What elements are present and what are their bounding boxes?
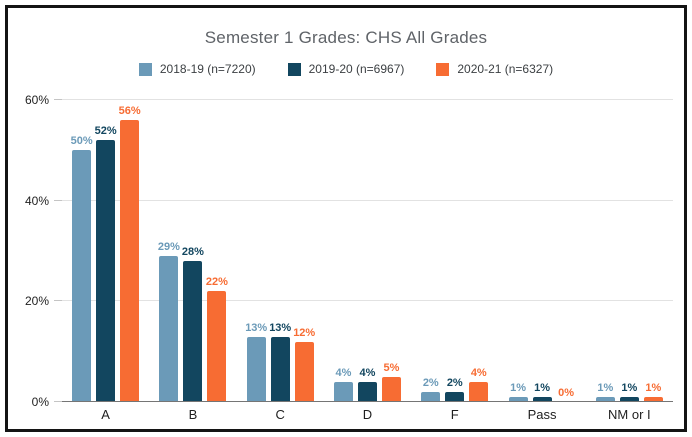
gridline <box>62 199 673 201</box>
y-tick-label: 40% <box>24 193 49 208</box>
bar-value-label: 50% <box>70 135 93 148</box>
bar-value-label: 2% <box>422 376 439 389</box>
x-tick-label: D <box>362 407 373 422</box>
bar-group-a: 50% 52% 56% <box>62 100 149 402</box>
bar: 56% <box>119 105 141 402</box>
x-tick-label: B <box>188 407 198 422</box>
bar-value-label: 22% <box>205 276 228 289</box>
legend-label: 2020-21 (n=6327) <box>457 62 554 76</box>
bar-value-label: 13% <box>269 321 292 334</box>
bar-value-label: 0% <box>558 387 574 399</box>
bar: 22% <box>206 276 228 402</box>
bar-value-label: 29% <box>157 241 180 254</box>
legend-swatch-icon <box>436 62 450 76</box>
bar: 1% <box>508 382 528 402</box>
bar: 4% <box>469 367 489 402</box>
chart-frame: Semester 1 Grades: CHS All Grades 2018-1… <box>5 5 687 432</box>
bar-group-pass: 1% 1% 0% <box>498 100 585 402</box>
bar-value-label: 52% <box>94 125 117 138</box>
y-tick-label: 20% <box>24 294 49 309</box>
bar-value-label: 4% <box>335 366 352 379</box>
bar-group-nm-or-i: 1% 1% 1% <box>586 100 673 402</box>
bar: 4% <box>357 367 377 402</box>
bar-value-label: 56% <box>118 105 141 118</box>
y-tick-mark <box>54 99 62 100</box>
axis-baseline <box>62 401 673 402</box>
y-tick-mark <box>54 199 62 201</box>
bar: 50% <box>71 135 93 402</box>
bar-group-d: 4% 4% 5% <box>324 100 411 402</box>
bar: 4% <box>333 367 353 402</box>
legend-item: 2020-21 (n=6327) <box>436 62 553 76</box>
bar-value-label: 1% <box>645 381 662 394</box>
bar: 2% <box>445 377 465 402</box>
legend-swatch-icon <box>287 62 301 76</box>
bar-group-f: 2% 2% 4% <box>411 100 498 402</box>
bar: 1% <box>595 382 615 402</box>
legend-swatch-icon <box>138 62 152 76</box>
y-tick-mark <box>54 401 62 402</box>
bar-group-c: 13% 13% 12% <box>237 100 324 402</box>
y-tick-label: 0% <box>31 395 49 409</box>
bar-value-label: 1% <box>597 381 614 394</box>
bar: 1% <box>532 382 552 402</box>
legend-item: 2019-20 (n=6967) <box>287 62 405 76</box>
gridline <box>62 99 673 100</box>
bar: 13% <box>269 322 291 402</box>
y-tick-label: 60% <box>24 93 49 107</box>
x-tick-label: Pass <box>527 407 557 422</box>
bar: 28% <box>182 246 204 402</box>
bar: 1% <box>619 382 639 402</box>
y-tick-mark <box>54 300 62 302</box>
plot-area: 0% 20% 40% 60% 50% 52% 56% 29% 28% 22% 13% 13% 12% 4%… <box>25 93 673 409</box>
bars-layer: 50% 52% 56% 29% 28% 22% 13% 13% 12% 4% 4% 5% 2% 2% 4% 1… <box>62 100 673 402</box>
bar-value-label: 1% <box>510 381 526 394</box>
bar-value-label: 1% <box>534 381 550 394</box>
x-tick-label: C <box>275 407 285 422</box>
legend-label: 2019-20 (n=6967) <box>308 62 405 76</box>
legend-label: 2018-19 (n=7220) <box>159 62 256 76</box>
bar: 12% <box>293 327 315 402</box>
bar: 29% <box>158 241 180 402</box>
x-axis: A B C D F Pass NM or I <box>62 407 673 422</box>
bar: 1% <box>643 382 663 402</box>
bar: 2% <box>421 377 441 402</box>
bar-value-label: 12% <box>293 326 316 339</box>
bar-value-label: 13% <box>245 321 268 334</box>
bar: 5% <box>381 362 401 402</box>
bar: 13% <box>245 322 267 402</box>
bar-value-label: 4% <box>359 366 376 379</box>
bar-group-b: 29% 28% 22% <box>149 100 236 402</box>
bar: 52% <box>95 125 117 402</box>
legend-item: 2018-19 (n=7220) <box>138 62 256 76</box>
x-tick-label: A <box>101 407 110 422</box>
bar-value-label: 2% <box>446 376 463 389</box>
bar-value-label: 1% <box>621 381 638 394</box>
bar-value-label: 4% <box>470 366 487 379</box>
chart-title: Semester 1 Grades: CHS All Grades <box>204 28 488 47</box>
bar-value-label: 5% <box>383 361 400 374</box>
x-tick-label: F <box>450 407 459 422</box>
x-tick-label: NM or I <box>608 407 651 422</box>
chart-legend: 2018-19 (n=7220) 2019-20 (n=6967) 2020-21 … <box>8 62 684 76</box>
bar-value-label: 28% <box>181 246 204 259</box>
gridline <box>62 300 673 302</box>
